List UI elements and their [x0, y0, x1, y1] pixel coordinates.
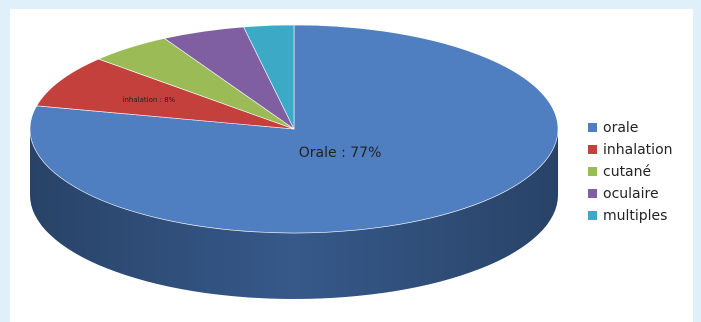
pie-side-shading [30, 129, 558, 299]
legend-label-inhalation: inhalation [603, 141, 673, 158]
chart-frame: Orale : 77% inhalation : 8% orale inhalat… [10, 9, 693, 322]
legend-label-orale: orale [603, 119, 639, 136]
pie-chart: Orale : 77% inhalation : 8% [29, 24, 559, 299]
legend-item-oculaire: oculaire [588, 185, 673, 202]
legend-item-multiples: multiples [588, 207, 673, 224]
legend-swatch-orale [588, 123, 597, 132]
legend-label-multiples: multiples [603, 207, 668, 224]
data-label-inhalation: inhalation : 8% [123, 96, 176, 104]
legend-label-cutane: cutané [603, 163, 652, 180]
legend-item-orale: orale [588, 119, 673, 136]
pie-slice-inhalation [36, 58, 295, 130]
data-label-orale: Orale : 77% [299, 145, 382, 161]
legend-swatch-oculaire [588, 189, 597, 198]
legend-label-oculaire: oculaire [603, 185, 659, 202]
legend-item-inhalation: inhalation [588, 141, 673, 158]
legend-item-cutane: cutané [588, 163, 673, 180]
chart-legend: orale inhalation cutané oculaire multipl… [588, 119, 673, 224]
pie-slice-multiples [243, 24, 295, 130]
legend-swatch-multiples [588, 211, 597, 220]
legend-swatch-inhalation [588, 145, 597, 154]
legend-swatch-cutane [588, 167, 597, 176]
